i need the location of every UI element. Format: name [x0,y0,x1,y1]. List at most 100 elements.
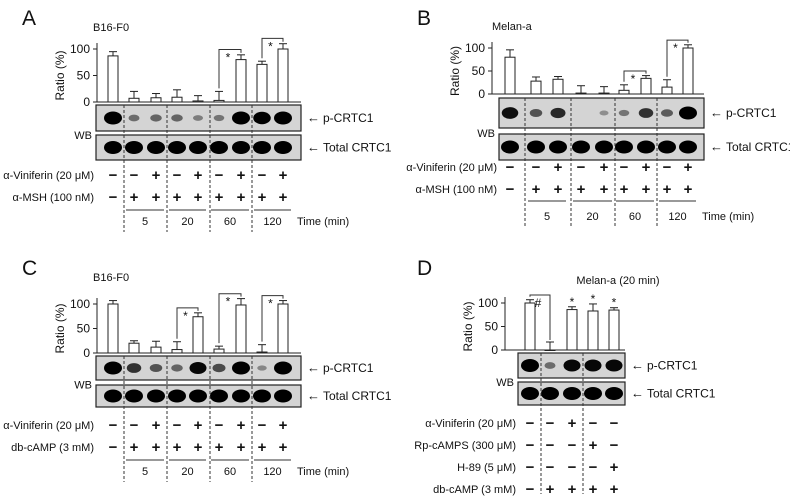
y-tick-label: 50 [485,320,499,334]
treatment-label: H-89 (5 μM) [457,462,516,474]
treatment-label: α-MSH (100 nM) [415,184,497,196]
band [257,365,267,371]
band [541,387,559,400]
significance-mark: * [631,72,636,86]
band [658,140,676,154]
band [521,359,539,372]
treatment-sign: + [130,189,139,206]
bar [682,47,694,95]
time-value: 120 [668,211,686,223]
treatment-label: α-Viniferin (20 μM) [406,162,497,174]
band [253,111,271,125]
treatment-sign: + [610,481,619,498]
significance-mark: * [268,297,273,311]
band [638,108,654,118]
arrow-icon: ← [631,358,644,373]
treatment-sign: + [663,181,672,198]
panel-letter: B [417,7,431,30]
bar [566,309,578,351]
y-tick-label: 0 [83,346,90,360]
band [605,387,623,400]
significance-bracket [261,295,284,342]
treatment-sign: − [258,167,267,184]
band [150,114,162,122]
blot-label: Total CRTC1 [726,140,790,154]
band [501,140,519,154]
treatment-sign: + [546,481,555,498]
band [563,387,581,400]
treatment-sign: + [279,439,288,456]
band [104,361,122,375]
bar [524,302,536,351]
treatment-sign: − [568,437,577,454]
treatment-sign: − [506,159,515,176]
panel-title: Melan-a (20 min) [576,275,659,287]
treatment-sign: + [568,481,577,498]
treatment-sign: + [279,167,288,184]
time-value: 5 [544,211,550,223]
band [189,361,207,375]
treatment-sign: + [589,481,598,498]
panel-title: Melan-a [492,21,533,33]
significance-bracket [623,70,647,82]
treatment-sign: + [568,415,577,432]
significance-mark: * [612,296,617,310]
treatment-sign: + [152,189,161,206]
panel-title: B16-F0 [93,22,129,34]
y-tick-label: 100 [465,41,485,55]
treatment-sign: + [173,189,182,206]
band [618,109,630,117]
band [126,363,142,373]
band [232,111,250,125]
band [595,140,613,154]
treatment-sign: − [215,167,224,184]
treatment-sign: − [589,415,598,432]
band [605,359,623,372]
treatment-sign: − [526,481,535,498]
treatment-sign: − [130,417,139,434]
significance-bracket [176,307,199,339]
treatment-sign: + [194,189,203,206]
time-value: 5 [142,466,148,478]
band [274,361,292,375]
treatment-sign: + [194,439,203,456]
treatment-sign: + [554,181,563,198]
y-axis-label: Ratio (%) [53,50,67,100]
band [147,389,165,403]
treatment-sign: + [130,439,139,456]
treatment-sign: + [642,181,651,198]
band [550,107,566,119]
blot-label: Total CRTC1 [647,387,716,401]
band [232,389,250,403]
treatment-sign: − [526,459,535,476]
band [274,141,292,154]
treatment-sign: − [109,439,118,456]
y-tick-label: 50 [77,69,91,83]
band [213,114,225,122]
time-axis-label: Time (min) [297,216,349,228]
treatment-sign: + [279,417,288,434]
bar [171,349,183,354]
treatment-label: α-Viniferin (20 μM) [3,420,94,432]
treatment-label: Rp-cAMPS (300 μM) [414,440,516,452]
band [104,141,122,154]
treatment-sign: + [620,181,629,198]
treatment-sign: − [546,459,555,476]
y-tick-label: 0 [478,87,485,101]
bar [256,63,268,103]
time-axis-label: Time (min) [297,466,349,478]
treatment-sign: + [194,417,203,434]
bar [213,99,225,103]
treatment-sign: − [109,189,118,206]
bar [128,342,140,354]
band [637,140,655,154]
blot-label: p-CRTC1 [323,111,374,125]
treatment-sign: − [526,437,535,454]
band [661,109,673,117]
band [572,140,590,154]
arrow-icon: ← [710,139,723,154]
